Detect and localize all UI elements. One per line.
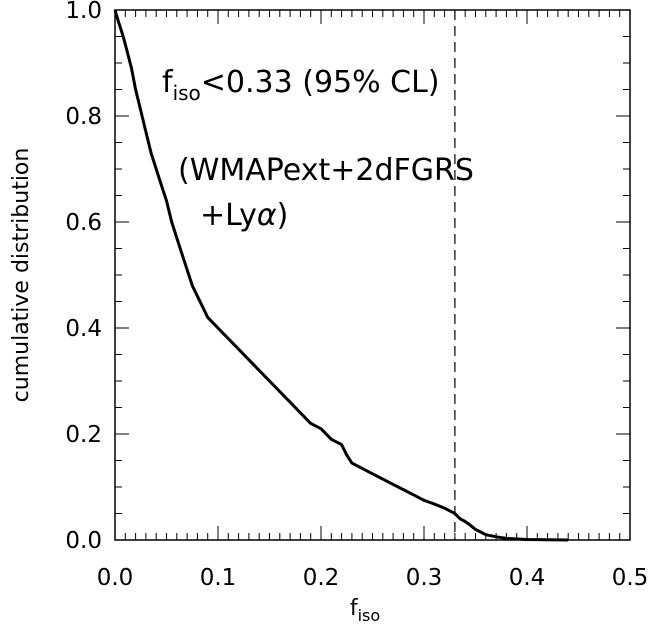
x-axis-label: fiso	[350, 596, 380, 625]
annotation-limit-rest: <0.33 (95% CL)	[201, 65, 440, 100]
annotation-limit-base: f	[162, 65, 174, 100]
tick-marks	[114, 9, 631, 541]
x-tick-label: 0.5	[612, 565, 649, 591]
x-axis-label-base: f	[350, 596, 359, 621]
y-tick-label: 0.6	[65, 210, 102, 236]
annotation-limit-sub: iso	[173, 81, 201, 105]
x-tick-labels: 0.0 0.1 0.2 0.3 0.4 0.5	[97, 565, 649, 591]
y-tick-label: 0.2	[65, 422, 102, 448]
annotation-close-paren: )	[277, 198, 289, 233]
y-axis-label: cumulative distribution	[9, 148, 34, 403]
annotation-datasets-line1: (WMAPext+2dFGRS	[178, 153, 474, 188]
x-tick-label: 0.4	[509, 565, 546, 591]
y-tick-label: 0.8	[65, 104, 102, 130]
x-tick-label: 0.1	[200, 565, 237, 591]
cumulative-distribution-curve	[113, 9, 569, 542]
x-tick-label: 0.3	[406, 565, 443, 591]
annotation-limit: fiso<0.33 (95% CL)	[162, 65, 440, 105]
x-axis-label-sub: iso	[358, 606, 381, 625]
annotation-alpha-symbol: α	[257, 198, 277, 233]
y-tick-label: 0.0	[65, 528, 102, 554]
y-tick-label: 0.4	[65, 316, 102, 342]
annotation-datasets-line2: +Lyα)	[200, 198, 288, 233]
annotation-lya-text: +Ly	[200, 198, 257, 233]
x-tick-label: 0.2	[303, 565, 340, 591]
y-tick-label: 1.0	[65, 0, 102, 24]
x-tick-label: 0.0	[97, 565, 134, 591]
y-tick-labels: 0.0 0.2 0.4 0.6 0.8 1.0	[65, 0, 102, 554]
